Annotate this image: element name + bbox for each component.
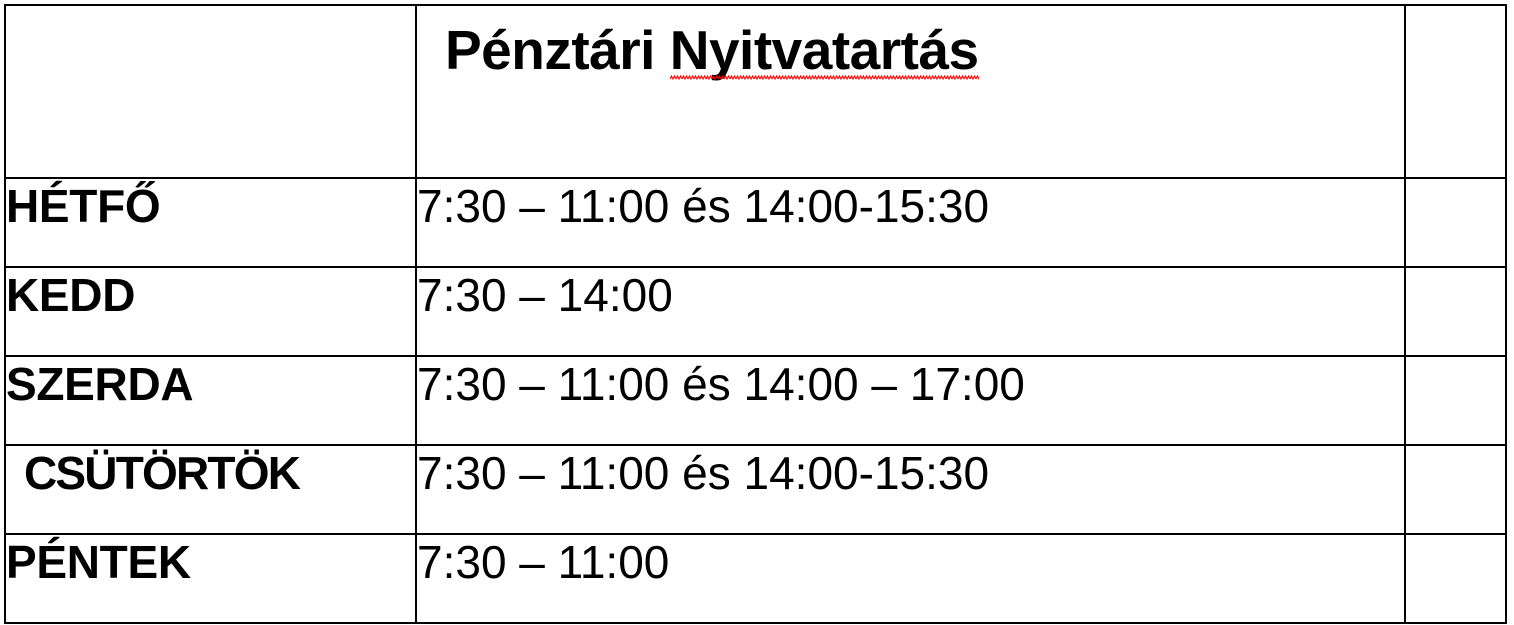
title-text-misspelled: Nyitvatartás: [669, 19, 979, 81]
extra-cell-wednesday: [1404, 355, 1507, 446]
hours-value-friday: 7:30 – 11:00: [415, 533, 1406, 624]
day-label-monday: HÉTFŐ: [4, 177, 417, 268]
day-label-tuesday: KEDD: [4, 266, 417, 357]
hours-value-wednesday: 7:30 – 11:00 és 14:00 – 17:00: [415, 355, 1406, 446]
extra-cell-thursday: [1404, 444, 1507, 535]
table-row: SZERDA 7:30 – 11:00 és 14:00 – 17:00: [4, 355, 1507, 446]
header-cell-extra: [1404, 4, 1507, 179]
hours-value-monday: 7:30 – 11:00 és 14:00-15:30: [415, 177, 1406, 268]
day-label-wednesday: SZERDA: [4, 355, 417, 446]
extra-cell-friday: [1404, 533, 1507, 624]
title-text-first: Pénztári: [445, 19, 670, 81]
table-row: PÉNTEK 7:30 – 11:00: [4, 533, 1507, 624]
table-row: HÉTFŐ 7:30 – 11:00 és 14:00-15:30: [4, 177, 1507, 268]
table-header-row: Pénztári Nyitvatartás: [4, 4, 1507, 179]
table-row: CSÜTÖRTÖK 7:30 – 11:00 és 14:00-15:30: [4, 444, 1507, 535]
day-label-thursday: CSÜTÖRTÖK: [4, 444, 417, 535]
table-row: KEDD 7:30 – 14:00: [4, 266, 1507, 357]
extra-cell-tuesday: [1404, 266, 1507, 357]
hours-value-tuesday: 7:30 – 14:00: [415, 266, 1406, 357]
day-label-friday: PÉNTEK: [4, 533, 417, 624]
extra-cell-monday: [1404, 177, 1507, 268]
header-cell-title: Pénztári Nyitvatartás: [415, 4, 1406, 179]
page-title: Pénztári Nyitvatartás: [417, 6, 979, 82]
header-cell-day: [4, 4, 417, 179]
hours-value-thursday: 7:30 – 11:00 és 14:00-15:30: [415, 444, 1406, 535]
opening-hours-table: Pénztári Nyitvatartás HÉTFŐ 7:30 – 11:00…: [4, 4, 1507, 624]
